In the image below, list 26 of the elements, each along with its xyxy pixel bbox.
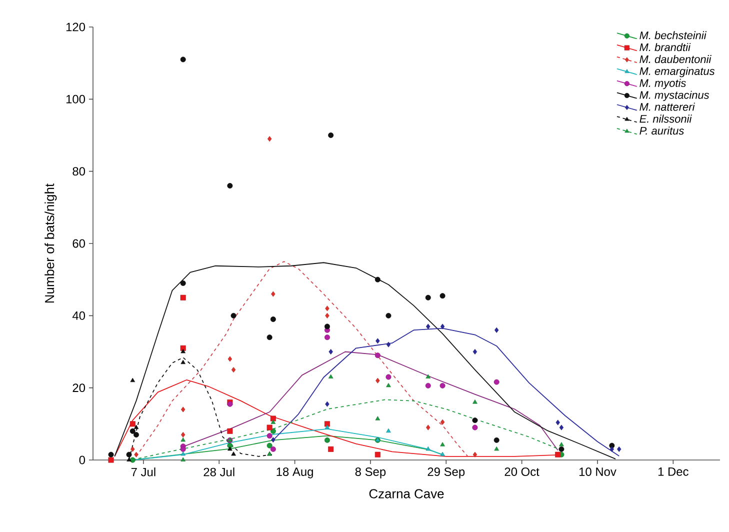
legend-label: M. bechsteinii (640, 31, 707, 40)
legend-label: P. auritus (640, 126, 684, 135)
y-axis-title: Number of bats/night (44, 184, 57, 303)
y-tick-label: 60 (72, 239, 86, 248)
x-tick-label: 1 Dec (658, 468, 688, 476)
y-tick-label: 80 (72, 167, 86, 176)
y-tick-label: 120 (66, 22, 86, 32)
x-tick-label: 20 Oct (504, 468, 540, 476)
x-tick-label: 18 Aug (276, 468, 313, 478)
x-tick-label: 8 Sep (355, 468, 386, 478)
legend-label: M. daubentonii (640, 55, 712, 64)
y-tick-label: 40 (72, 311, 86, 320)
legend-label: M. mystacinus (640, 90, 710, 102)
legend-label: E. nilssonii (640, 114, 692, 123)
x-tick-label: 29 Sep (428, 468, 465, 478)
x-tick-label: 10 Nov (579, 468, 616, 476)
y-tick-label: 20 (72, 384, 86, 392)
x-axis-title: Czarna Cave (369, 489, 444, 498)
legend-label: M. nattereri (640, 102, 695, 111)
legend-label: M. emarginatus (640, 66, 715, 78)
x-tick-label: 28 Jul (204, 468, 234, 476)
legend-label: M. brandtii (640, 43, 691, 52)
y-tick-label: 0 (79, 456, 86, 464)
x-tick-label: 7 Jul (131, 468, 156, 476)
legend-label: M. myotis (640, 78, 686, 90)
y-tick-label: 100 (66, 94, 86, 104)
